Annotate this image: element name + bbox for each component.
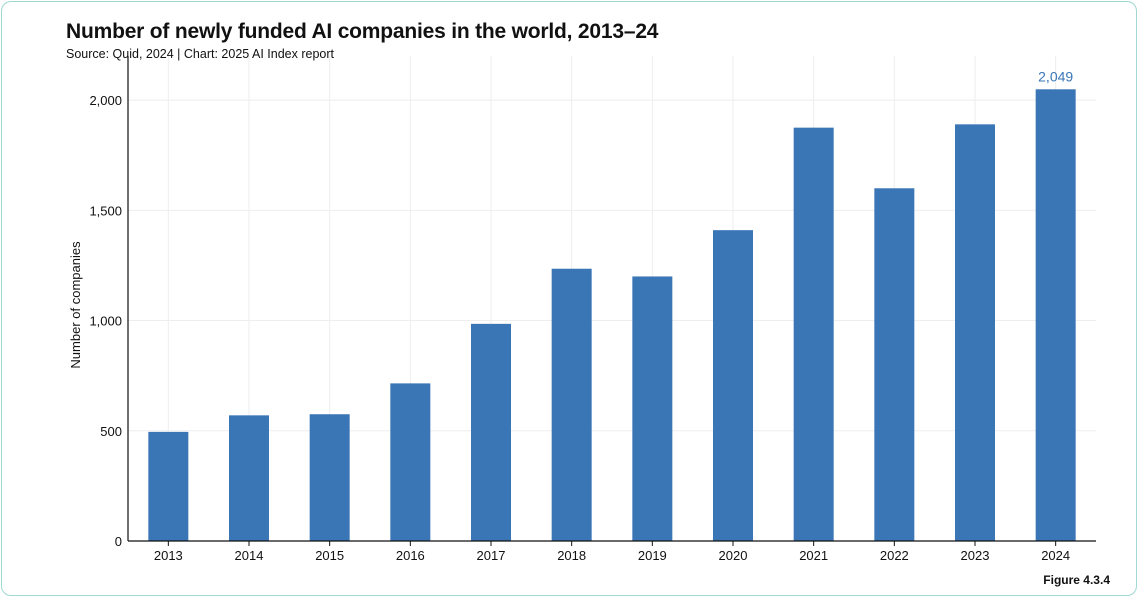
bars: [148, 89, 1076, 542]
x-tick-label: 2014: [235, 548, 264, 563]
bar-2020: [713, 230, 753, 541]
y-tick-label: 1,000: [89, 314, 122, 329]
x-tick-label: 2023: [961, 548, 990, 563]
bar-2024: [1035, 89, 1076, 541]
x-tick-label: 2016: [396, 548, 425, 563]
y-tick-label: 500: [100, 424, 122, 439]
x-tick-label: 2022: [880, 548, 909, 563]
bar-2016: [390, 383, 431, 541]
axes: [127, 56, 1096, 546]
x-tick-label: 2024: [1041, 548, 1070, 563]
x-tick-label: 2015: [315, 548, 344, 563]
tick-labels: 0 500 1,000 1,500 2,000 2013 2014 2015 2016 2017 2…: [89, 68, 1073, 563]
figure-label: Figure 4.3.4: [1043, 573, 1110, 587]
x-tick-label: 2013: [154, 548, 183, 563]
grid-lines: [128, 56, 1096, 541]
data-label: 2,049: [1038, 68, 1073, 84]
bar-2018: [551, 268, 592, 541]
bar-2015: [309, 414, 350, 541]
bar-2013: [148, 431, 189, 541]
bar-2019: [632, 276, 673, 541]
chart-title: Number of newly funded AI companies in t…: [66, 20, 659, 43]
y-axis-label: Number of companies: [68, 241, 83, 369]
bar-2021: [793, 127, 834, 541]
x-tick-label: 2018: [557, 548, 586, 563]
chart-source: Source: Quid, 2024 | Chart: 2025 AI Inde…: [66, 47, 334, 61]
y-tick-label: 1,500: [89, 203, 122, 218]
bar-2014: [229, 415, 269, 541]
bar-2017: [471, 323, 511, 541]
y-tick-label: 0: [115, 534, 122, 549]
x-tick-label: 2020: [719, 548, 748, 563]
y-tick-label: 2,000: [89, 93, 122, 108]
bar-2023: [955, 124, 995, 541]
x-tick-label: 2019: [638, 548, 667, 563]
bar-2022: [874, 188, 915, 542]
x-tick-label: 2017: [477, 548, 506, 563]
x-tick-label: 2021: [799, 548, 828, 563]
